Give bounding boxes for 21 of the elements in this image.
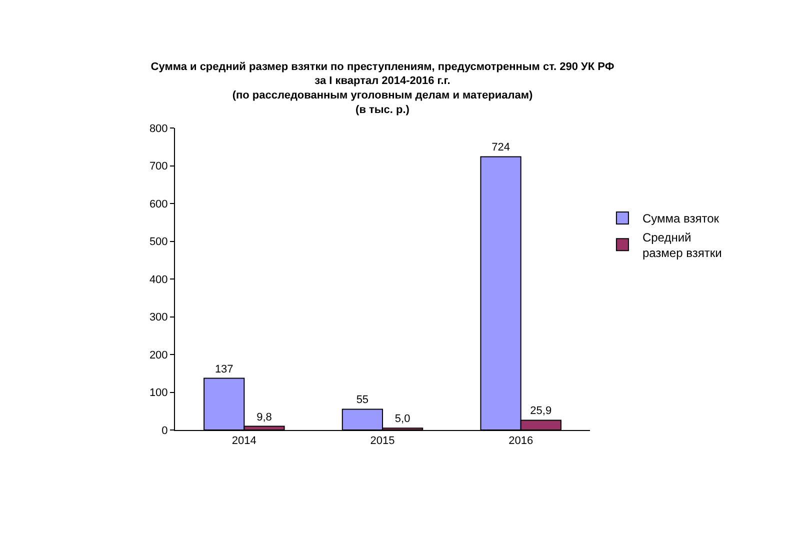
y-tick-label: 600 bbox=[149, 198, 168, 210]
data-label: 137 bbox=[214, 363, 234, 376]
data-label: 5,0 bbox=[394, 413, 410, 426]
y-tick-label: 400 bbox=[149, 274, 168, 286]
data-label: 55 bbox=[356, 394, 369, 406]
chart-title: Сумма и средний размер взятки по преступлениям, предусмотренным ст. 290 УК РФ за I квартал 2014-2016 г.г. (по расследованным уголовным делам и материалам) (в тыс. р.) bbox=[150, 60, 614, 116]
x-tick-label: 2015 bbox=[370, 435, 395, 448]
legend-label: Сумма взяток bbox=[642, 212, 720, 226]
data-label: 25,9 bbox=[530, 405, 552, 418]
legend-label: Средний размер взятки bbox=[642, 230, 722, 260]
data-label: 724 bbox=[492, 142, 510, 154]
x-tick-label: 2016 bbox=[508, 435, 534, 448]
y-tick-label: 800 bbox=[149, 122, 168, 135]
y-tick-label: 0 bbox=[162, 424, 168, 437]
data-label: 9,8 bbox=[256, 411, 272, 424]
y-tick-label: 500 bbox=[149, 236, 168, 248]
y-tick-label: 300 bbox=[149, 312, 168, 324]
y-tick-label: 700 bbox=[149, 160, 168, 173]
y-tick-label: 100 bbox=[149, 387, 168, 400]
x-tick-label: 2014 bbox=[232, 435, 256, 448]
y-tick-label: 200 bbox=[149, 349, 168, 362]
